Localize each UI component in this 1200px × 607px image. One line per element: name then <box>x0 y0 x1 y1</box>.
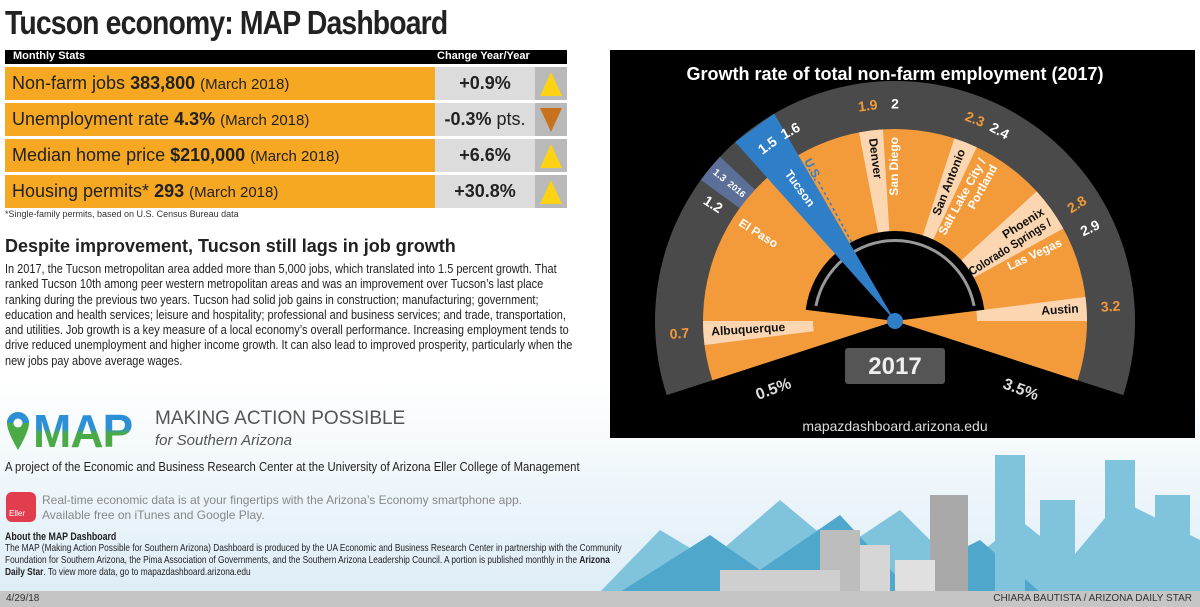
stat-change: +0.9% <box>435 67 535 100</box>
change-value: +30.8% <box>454 181 516 201</box>
city-label-line: Albuquerque <box>711 320 786 339</box>
city-value-label: 2 <box>891 96 899 112</box>
stat-change: -0.3% pts. <box>435 103 535 136</box>
footer-date: 4/29/18 <box>6 593 40 604</box>
stat-change: +6.6% <box>435 139 535 172</box>
city-value-label: 1.9 <box>857 96 879 114</box>
stat-label: Unemployment rate 4.3% (March 2018) <box>5 103 435 136</box>
city-wedge <box>703 321 814 346</box>
article-body: In 2017, the Tucson metropolitan area ad… <box>5 262 573 368</box>
tagline: MAKING ACTION POSSIBLE <box>155 408 406 429</box>
about-section: About the MAP Dashboard The MAP (Making … <box>5 531 629 579</box>
about-body: The MAP (Making Action Possible for Sout… <box>5 543 622 566</box>
chart-title: Growth rate of total non-farm employment… <box>686 64 1103 84</box>
city-label: Denver <box>866 137 885 179</box>
app-line-1: Real-time economic data is at your finge… <box>42 493 523 507</box>
app-line-2: Available free on iTunes and Google Play… <box>42 508 265 522</box>
app-promo: Real-time economic data is at your finge… <box>42 493 522 523</box>
city-label: San Diego <box>887 137 901 196</box>
stat-label: Housing permits* 293 (March 2018) <box>5 175 435 208</box>
monthly-stats-table: Monthly Stats Change Year/Year Non-farm … <box>5 50 567 208</box>
city-wedge <box>955 191 1064 282</box>
header-change: Change Year/Year <box>437 50 530 62</box>
tucson-needle <box>735 113 895 321</box>
footnote: *Single-family permits, based on U.S. Ce… <box>5 209 239 219</box>
map-logo: MAP <box>5 404 133 458</box>
stat-label: Non-farm jobs 383,800 (March 2018) <box>5 67 435 100</box>
article-heading: Despite improvement, Tucson still lags i… <box>5 236 456 256</box>
city-label: Albuquerque <box>711 320 786 339</box>
stat-row: Non-farm jobs 383,800 (March 2018) +0.9% <box>5 67 567 100</box>
city-skyline-illustration <box>600 455 1200 592</box>
needle-pivot <box>887 313 903 329</box>
stat-name: Non-farm jobs <box>12 73 126 93</box>
stat-name: Median home price <box>12 145 166 165</box>
year-display <box>845 348 945 384</box>
city-label-line: Denver <box>866 137 885 179</box>
stat-arrow <box>535 175 567 208</box>
about-bold: Arizona Daily Star <box>5 555 610 578</box>
arrow-down-icon <box>540 107 562 132</box>
stat-row: Housing permits* 293 (March 2018) +30.8% <box>5 175 567 208</box>
city-value-label: 2.3 <box>963 108 987 130</box>
eller-app-icon[interactable]: Eller <box>6 492 36 522</box>
map-pin-icon <box>7 412 29 450</box>
city-wedge <box>859 129 890 241</box>
subtagline: for Southern Arizona <box>155 432 293 449</box>
city-value-label: 0.7 <box>669 325 690 342</box>
gauge-base <box>638 381 1152 438</box>
map-logo-text: MAP <box>33 405 133 457</box>
stat-arrow <box>535 103 567 136</box>
stat-date: (March 2018) <box>220 112 310 129</box>
stat-change: +30.8% <box>435 175 535 208</box>
about-tail: . To view more data, go to mapazdashboar… <box>43 567 251 578</box>
stat-row: Median home price $210,000 (March 2018) … <box>5 139 567 172</box>
stat-value: 4.3% <box>174 109 216 129</box>
footer-bar: 4/29/18 CHIARA BAUTISTA / ARIZONA DAILY … <box>0 591 1200 607</box>
page-title: Tucson economy: MAP Dashboard <box>5 4 448 41</box>
city-label: Austin <box>1041 302 1079 318</box>
arrow-up-icon <box>540 71 562 96</box>
stat-arrow <box>535 139 567 172</box>
stat-name: Housing permits* <box>12 181 150 201</box>
city-value-label: 2.9 <box>1078 216 1103 239</box>
stat-label: Median home price $210,000 (March 2018) <box>5 139 435 172</box>
stat-name: Unemployment rate <box>12 109 170 129</box>
year-display-text: 2017 <box>868 353 921 380</box>
city-wedge <box>976 296 1087 321</box>
stat-date: (March 2018) <box>189 184 279 201</box>
header-monthly-stats: Monthly Stats <box>13 50 86 62</box>
table-header: Monthly Stats Change Year/Year <box>5 50 567 64</box>
arrow-up-icon <box>540 143 562 168</box>
stat-arrow <box>535 67 567 100</box>
app-icon-label: Eller <box>9 509 26 518</box>
stat-value: 383,800 <box>130 73 196 93</box>
change-value: +0.9% <box>459 73 511 93</box>
change-value: +6.6% <box>459 145 511 165</box>
change-unit: pts. <box>491 109 526 129</box>
arrow-up-icon <box>540 179 562 204</box>
stat-value: 293 <box>154 181 185 201</box>
gauge-url: mapazdashboard.arizona.edu <box>802 418 987 434</box>
footer-credit: CHIARA BAUTISTA / ARIZONA DAILY STAR <box>993 593 1192 604</box>
city-value-label: 3.2 <box>1100 298 1121 315</box>
stat-date: (March 2018) <box>200 76 290 93</box>
city-wedge <box>920 138 977 247</box>
city-label-line: San Diego <box>887 137 901 196</box>
stat-row: Unemployment rate 4.3% (March 2018) -0.3… <box>5 103 567 136</box>
project-credit: A project of the Economic and Business R… <box>5 459 580 474</box>
stat-value: $210,000 <box>170 145 246 165</box>
tucson-2016-marker <box>700 156 756 209</box>
about-heading: About the MAP Dashboard <box>5 531 117 543</box>
city-label-line: Austin <box>1041 302 1079 318</box>
stat-date: (March 2018) <box>250 148 340 165</box>
change-value: -0.3% <box>444 109 492 129</box>
